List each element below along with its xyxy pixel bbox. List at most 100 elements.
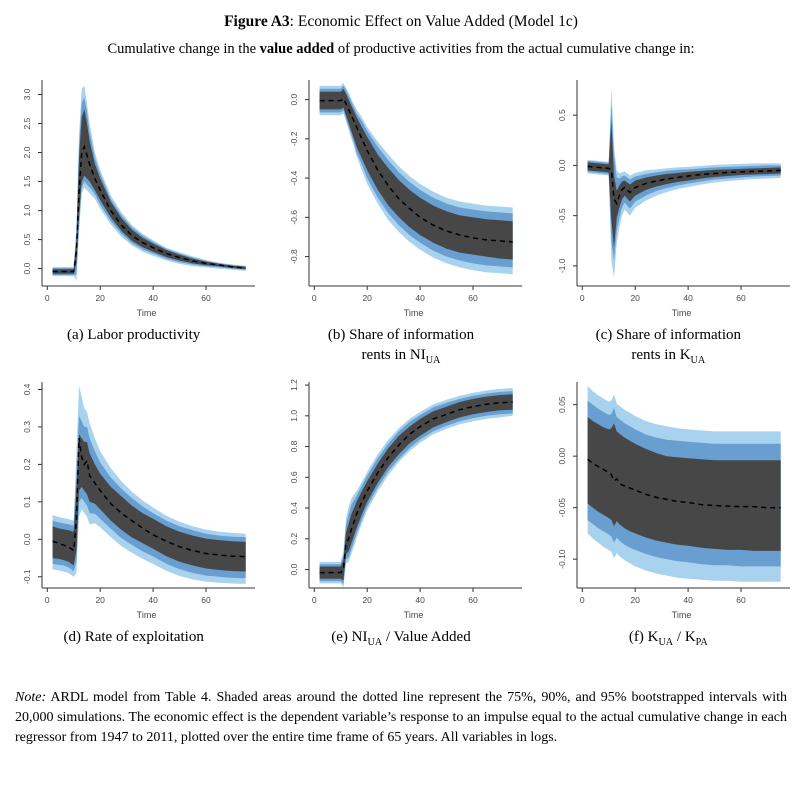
caption-subscript: PA xyxy=(695,637,708,648)
axes: 0.0 0.5 1.0 1.5 2.0 2.5 3.0 0 20 40 60 Time xyxy=(22,80,256,318)
caption-subscript: UA xyxy=(658,637,674,648)
figure-subtitle-bold: value added xyxy=(259,41,335,57)
x-tick-label: 60 xyxy=(469,595,479,605)
panels-grid: 0.0 0.5 1.0 1.5 2.0 2.5 3.0 0 20 40 60 Time (a) Lab… xyxy=(0,72,802,676)
figure-header: Figure A3: Economic Effect on Value Adde… xyxy=(0,0,802,58)
caption-text: / K xyxy=(673,629,696,645)
caption-subscript: UA xyxy=(425,354,441,366)
median-dashed-line xyxy=(52,144,246,273)
y-tick-label: 2.5 xyxy=(22,117,32,129)
x-tick-label: 40 xyxy=(416,595,426,605)
caption-text: (a) Labor productivity xyxy=(67,327,201,343)
panel-a-cell: 0.0 0.5 1.0 1.5 2.0 2.5 3.0 0 20 40 60 Time (a) Lab… xyxy=(0,72,267,374)
axes: 0.5 0.0 -0.5 -1.0 0 20 40 60 Time xyxy=(557,80,790,318)
x-axis-title: Time xyxy=(671,308,691,318)
y-tick-label: -0.8 xyxy=(289,249,299,264)
panel-b-chart: 0.0 -0.2 -0.4 -0.6 -0.8 0 20 40 60 Time xyxy=(289,80,523,318)
x-tick-label: 20 xyxy=(363,293,373,303)
caption-line: (a) Labor productivity xyxy=(67,326,200,346)
x-tick-label: 60 xyxy=(201,595,211,605)
caption-subscript: UA xyxy=(690,354,706,366)
x-tick-label: 20 xyxy=(96,595,106,605)
y-tick-label: -0.1 xyxy=(22,569,32,584)
panel-e-chart: 0.0 0.2 0.4 0.6 0.8 1.0 1.2 0 20 40 60 Time xyxy=(289,379,523,620)
y-tick-label: 0.5 xyxy=(22,233,32,245)
panel-f-chart: 0.05 0.00 -0.05 -0.10 0 20 40 60 Time xyxy=(557,382,790,620)
caption-line: rents in NIUA xyxy=(328,346,474,367)
y-tick-label: 0.0 xyxy=(289,563,299,575)
axes: 0.0 0.2 0.4 0.6 0.8 1.0 1.2 0 20 40 60 Time xyxy=(289,379,523,620)
y-tick-label: 3.0 xyxy=(22,88,32,100)
caption-line: (f) KUA / KPA xyxy=(629,628,708,649)
y-tick-label: 2.0 xyxy=(22,146,32,158)
x-tick-label: 40 xyxy=(149,595,159,605)
y-tick-label: 1.0 xyxy=(289,410,299,422)
caption-text: (b) Share of information xyxy=(327,327,475,343)
figure-title-rest: : Economic Effect on Value Added (Model … xyxy=(289,13,578,30)
figure-subtitle-post: of productive activities from the actual… xyxy=(334,41,695,57)
y-tick-label: 0.2 xyxy=(289,533,299,545)
band75-area xyxy=(587,120,781,248)
x-tick-label: 40 xyxy=(149,293,159,303)
caption-text: / Value Added xyxy=(382,629,471,645)
panel-d-cell: -0.1 0.0 0.1 0.2 0.3 0.4 0 20 40 60 Time (d) Rate … xyxy=(0,374,267,676)
x-tick-label: 20 xyxy=(363,595,373,605)
x-axis-title: Time xyxy=(137,308,157,318)
x-tick-label: 60 xyxy=(736,293,746,303)
panel-e-caption: (e) NIUA / Value Added xyxy=(331,628,470,676)
y-tick-label: 0.5 xyxy=(557,109,567,121)
figure-title: Figure A3: Economic Effect on Value Adde… xyxy=(0,13,802,31)
x-tick-label: 40 xyxy=(416,293,426,303)
caption-line: rents in KUA xyxy=(596,346,741,367)
band90-area xyxy=(587,103,781,261)
median-dashed-line xyxy=(320,97,514,243)
y-tick-label: -0.5 xyxy=(557,208,567,223)
x-tick-label: 0 xyxy=(580,293,585,303)
x-tick-label: 60 xyxy=(736,595,746,605)
y-tick-label: -0.2 xyxy=(289,131,299,146)
x-tick-label: 60 xyxy=(201,293,211,303)
panel-f-cell: 0.05 0.00 -0.05 -0.10 0 20 40 60 Time (f) KUA / … xyxy=(535,374,802,676)
panel-a-caption: (a) Labor productivity xyxy=(67,326,200,374)
x-axis-title: Time xyxy=(137,610,157,620)
caption-subscript: UA xyxy=(367,637,383,648)
y-tick-label: 0.6 xyxy=(289,471,299,483)
x-tick-label: 60 xyxy=(469,293,479,303)
x-tick-label: 40 xyxy=(683,293,693,303)
y-tick-label: 0.00 xyxy=(557,448,567,465)
panel-e-cell: 0.0 0.2 0.4 0.6 0.8 1.0 1.2 0 20 40 60 Time (e) NIU… xyxy=(267,374,534,676)
figure-note-text: ARDL model from Table 4. Shaded areas ar… xyxy=(15,690,787,745)
panel-d-chart: -0.1 0.0 0.1 0.2 0.3 0.4 0 20 40 60 Time xyxy=(22,382,256,620)
y-tick-label: 0.05 xyxy=(557,396,567,413)
axes: -0.1 0.0 0.1 0.2 0.3 0.4 0 20 40 60 Time xyxy=(22,382,256,620)
x-tick-label: 20 xyxy=(630,595,640,605)
caption-text: (c) Share of information xyxy=(595,327,742,343)
band90-area xyxy=(52,97,246,276)
y-tick-label: 0.0 xyxy=(22,262,32,274)
axes: 0.05 0.00 -0.05 -0.10 0 20 40 60 Time xyxy=(557,382,790,620)
panel-c-chart: 0.5 0.0 -0.5 -1.0 0 20 40 60 Time xyxy=(557,80,790,318)
y-tick-label: 0.3 xyxy=(22,421,32,433)
figure-subtitle: Cumulative change in the value added of … xyxy=(0,41,802,58)
y-tick-label: 1.2 xyxy=(289,379,299,391)
x-axis-title: Time xyxy=(404,610,424,620)
y-tick-label: 0.0 xyxy=(22,533,32,545)
x-tick-label: 20 xyxy=(96,293,106,303)
x-tick-label: 0 xyxy=(45,595,50,605)
axes: 0.0 -0.2 -0.4 -0.6 -0.8 0 20 40 60 Time xyxy=(289,80,523,318)
band75-area xyxy=(587,417,781,551)
median-dashed-line xyxy=(52,438,246,558)
x-tick-label: 0 xyxy=(580,595,585,605)
caption-line: (e) NIUA / Value Added xyxy=(331,628,470,649)
x-tick-label: 40 xyxy=(683,595,693,605)
median-dashed-line xyxy=(587,165,781,206)
x-tick-label: 20 xyxy=(630,293,640,303)
y-tick-label: 0.8 xyxy=(289,440,299,452)
caption-text: rents in K xyxy=(631,346,691,363)
y-tick-label: 0.2 xyxy=(22,458,32,470)
panel-d-caption: (d) Rate of exploitation xyxy=(63,628,203,676)
y-tick-label: 1.0 xyxy=(22,204,32,216)
band75-area xyxy=(52,434,246,572)
panel-c-cell: 0.5 0.0 -0.5 -1.0 0 20 40 60 Time (c) Share of i… xyxy=(535,72,802,374)
figure-note-label: Note: xyxy=(15,690,47,705)
